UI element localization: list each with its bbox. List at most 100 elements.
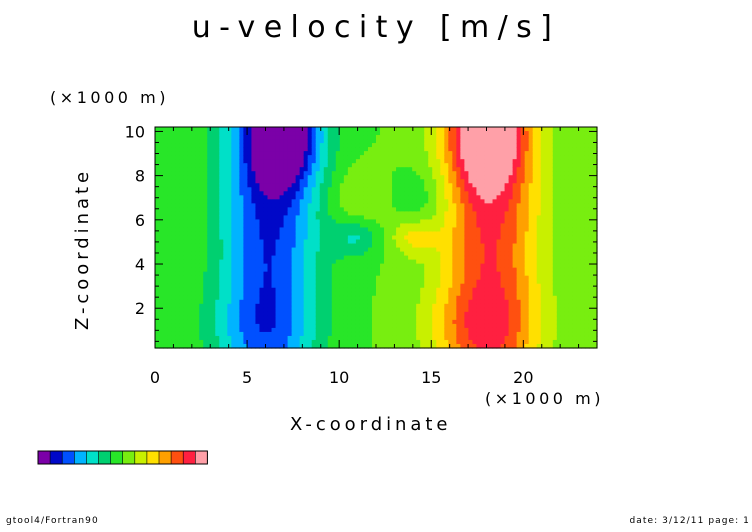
- heatmap-cell: [404, 187, 409, 192]
- heatmap-cell: [404, 191, 409, 196]
- heatmap-cell: [215, 307, 220, 313]
- heatmap-cell: [171, 167, 176, 172]
- heatmap-cell: [440, 223, 445, 229]
- heatmap-cell: [171, 199, 176, 204]
- heatmap-cell: [267, 239, 273, 245]
- heatmap-cell: [259, 323, 265, 329]
- heatmap-cell: [255, 211, 261, 216]
- heatmap-cell: [231, 259, 236, 265]
- heatmap-cell: [359, 139, 365, 144]
- heatmap-cell: [295, 207, 301, 212]
- heatmap-cell: [303, 195, 309, 200]
- heatmap-cell: [299, 171, 305, 176]
- heatmap-cell: [283, 215, 289, 221]
- heatmap-cell: [243, 163, 249, 168]
- heatmap-cell: [295, 239, 301, 245]
- heatmap-cell: [255, 179, 261, 184]
- heatmap-cell: [251, 235, 257, 241]
- heatmap-cell: [347, 135, 353, 140]
- heatmap-cell: [251, 303, 257, 309]
- heatmap-cell: [235, 255, 240, 261]
- heatmap-cell: [299, 231, 305, 237]
- heatmap-cell: [219, 171, 224, 176]
- heatmap-cell: [404, 319, 409, 325]
- heatmap-cell: [183, 175, 188, 180]
- heatmap-cell: [219, 127, 224, 132]
- heatmap-cell: [159, 251, 164, 257]
- heatmap-cell: [444, 171, 449, 176]
- heatmap-cell: [171, 323, 176, 329]
- heatmap-cell: [283, 271, 289, 277]
- heatmap-cell: [303, 335, 309, 341]
- heatmap-cell: [171, 295, 176, 301]
- heatmap-cell: [492, 323, 498, 329]
- heatmap-cell: [255, 215, 261, 221]
- heatmap-cell: [460, 175, 465, 180]
- heatmap-cell: [404, 295, 409, 301]
- heatmap-cell: [500, 223, 506, 229]
- heatmap-cell: [183, 227, 188, 233]
- heatmap-cell: [367, 203, 373, 208]
- heatmap-cell: [420, 239, 425, 245]
- heatmap-cell: [167, 163, 172, 168]
- heatmap-cell: [355, 251, 361, 257]
- heatmap-cell: [191, 319, 196, 325]
- heatmap-cell: [432, 187, 437, 192]
- heatmap-cell: [155, 255, 160, 261]
- heatmap-cell: [287, 159, 293, 164]
- heatmap-cell: [452, 207, 457, 212]
- heatmap-cell: [179, 339, 184, 345]
- heatmap-cell: [215, 147, 220, 152]
- heatmap-cell: [412, 187, 417, 192]
- heatmap-cell: [295, 135, 301, 140]
- heatmap-cell: [219, 139, 224, 144]
- heatmap-cell: [488, 283, 494, 289]
- heatmap-cell: [343, 291, 349, 297]
- heatmap-cell: [155, 311, 160, 317]
- heatmap-cell: [327, 299, 333, 305]
- heatmap-cell: [500, 319, 506, 325]
- heatmap-cell: [400, 247, 405, 253]
- heatmap-cell: [516, 255, 522, 261]
- heatmap-cell: [263, 191, 269, 196]
- heatmap-cell: [456, 315, 461, 321]
- heatmap-cell: [251, 331, 257, 337]
- heatmap-cell: [343, 263, 349, 269]
- heatmap-cell: [351, 239, 357, 245]
- heatmap-cell: [231, 215, 236, 221]
- heatmap-cell: [420, 215, 425, 221]
- heatmap-cell: [283, 339, 289, 345]
- heatmap-cell: [476, 275, 482, 281]
- heatmap-cell: [299, 315, 305, 321]
- heatmap-cell: [484, 299, 490, 305]
- heatmap-cell: [207, 175, 212, 180]
- heatmap-cell: [492, 259, 498, 265]
- heatmap-cell: [251, 335, 257, 341]
- heatmap-cell: [339, 335, 345, 341]
- heatmap-cell: [239, 199, 244, 204]
- heatmap-cell: [203, 283, 208, 289]
- heatmap-cell: [359, 143, 365, 148]
- heatmap-cell: [299, 147, 305, 152]
- heatmap-cell: [207, 267, 212, 273]
- heatmap-cell: [235, 147, 240, 152]
- heatmap-cell: [191, 327, 196, 333]
- heatmap-cell: [444, 167, 449, 172]
- heatmap-cell: [440, 343, 445, 349]
- heatmap-cell: [255, 167, 261, 172]
- heatmap-cell: [159, 295, 164, 301]
- heatmap-cell: [235, 139, 240, 144]
- heatmap-cell: [183, 259, 188, 265]
- heatmap-cell: [488, 127, 494, 132]
- heatmap-cell: [255, 303, 261, 309]
- heatmap-cell: [367, 279, 373, 285]
- heatmap-cell: [335, 219, 341, 225]
- heatmap-cell: [239, 159, 244, 164]
- heatmap-cell: [307, 171, 313, 176]
- heatmap-cell: [428, 183, 433, 188]
- heatmap-cell: [347, 151, 353, 156]
- heatmap-cell: [331, 247, 337, 253]
- heatmap-cell: [452, 195, 457, 200]
- heatmap-cell: [227, 235, 232, 241]
- heatmap-cell: [412, 155, 417, 160]
